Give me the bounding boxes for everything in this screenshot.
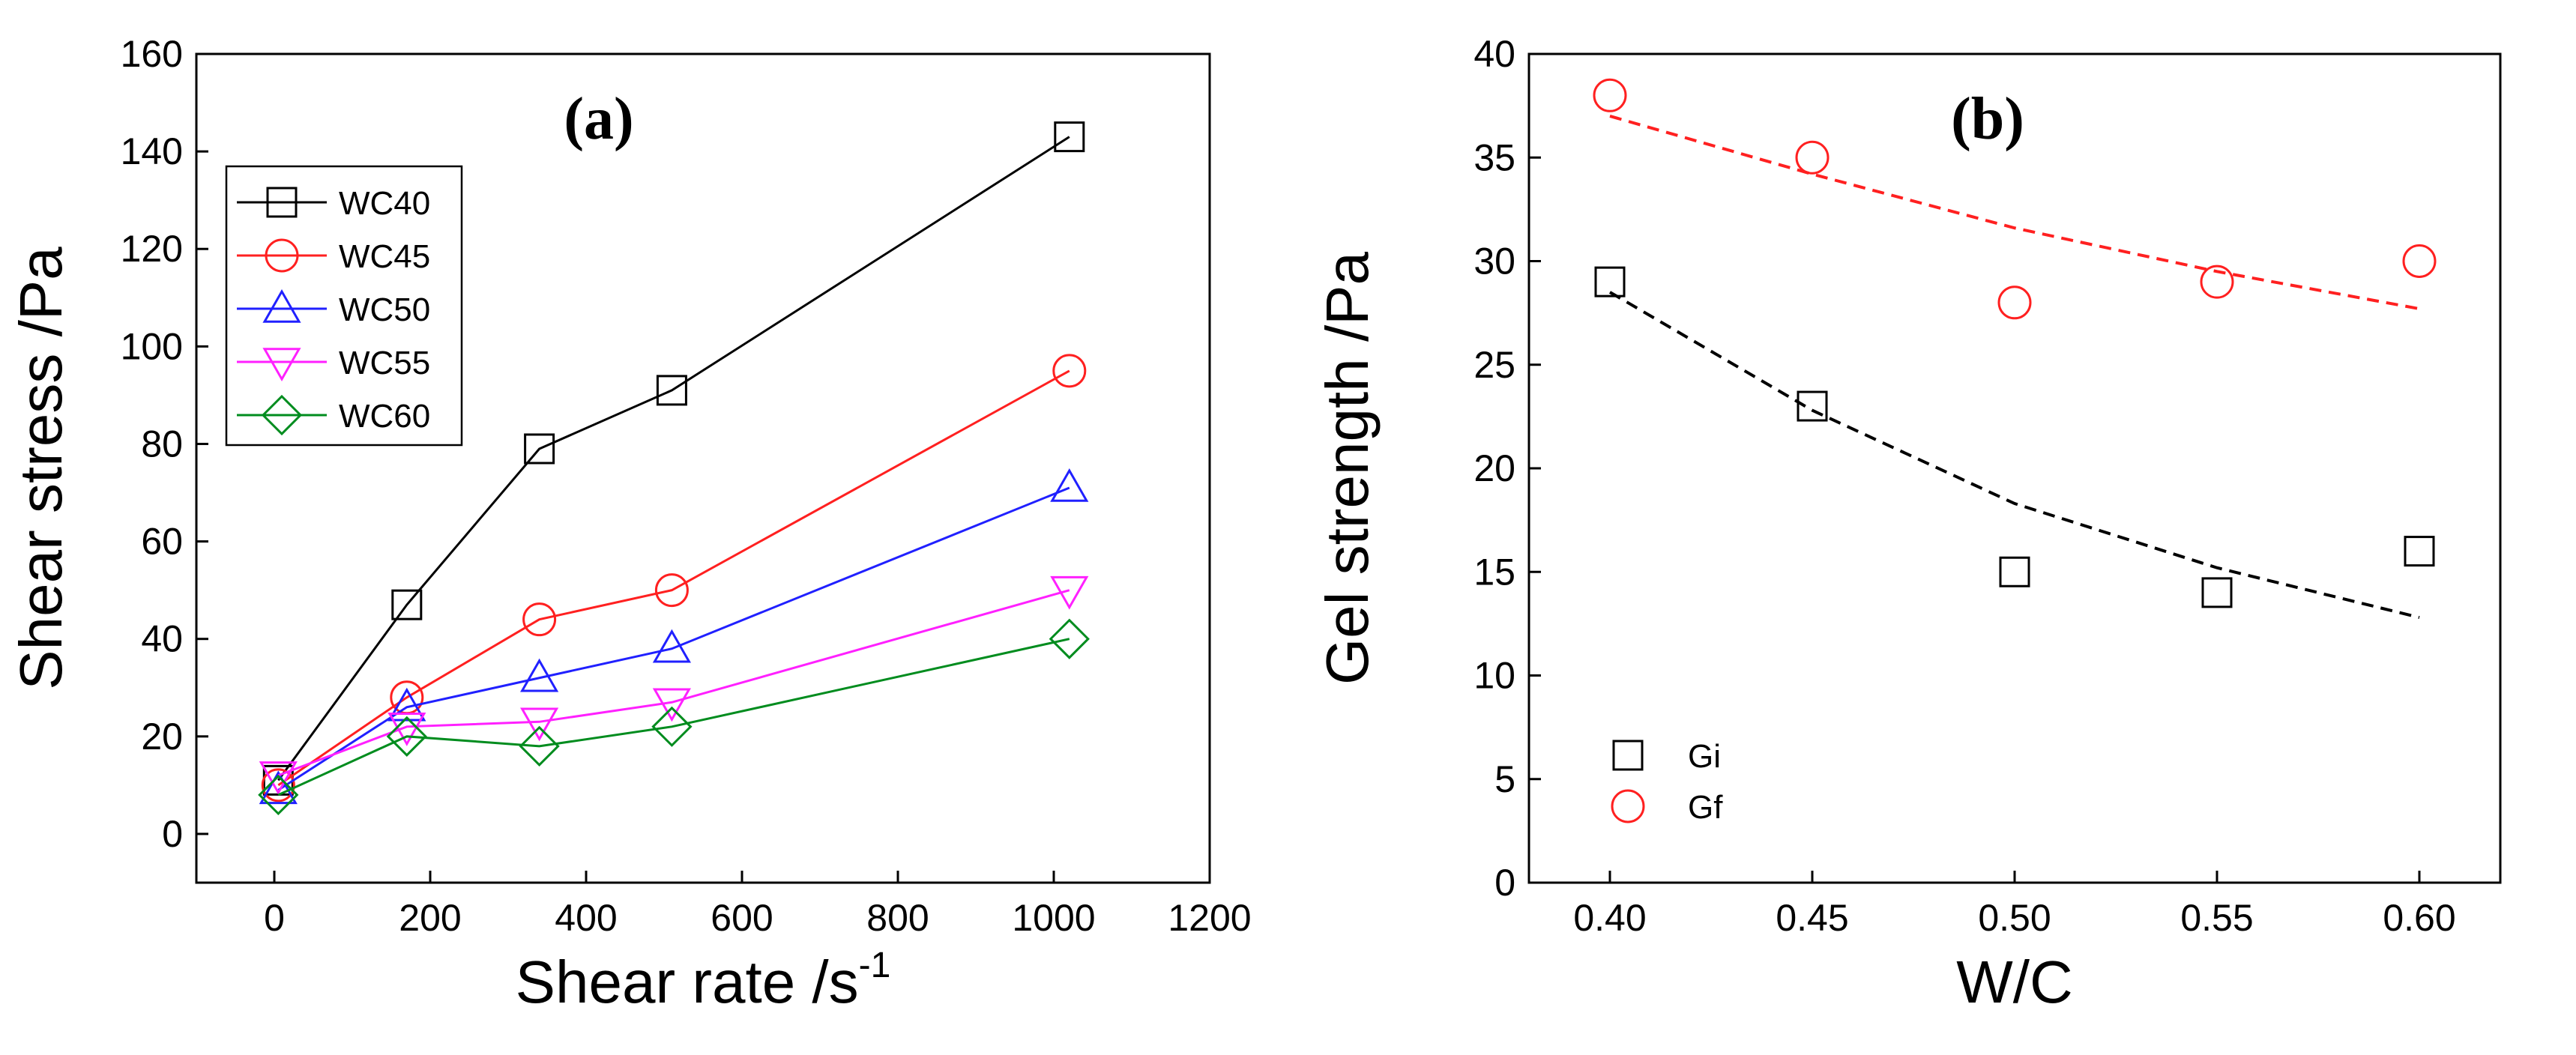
data-point-wc45 (522, 602, 557, 637)
x-tick-label: 1000 (1012, 897, 1095, 939)
y-tick-label: 0 (162, 813, 183, 855)
x-tick-label: 0 (264, 897, 285, 939)
chart-panel-a: 0 20 40 60 80 100 120 140 160 0 200 400 600 800 1000 12… (7, 33, 1252, 1015)
data-point-wc40 (656, 375, 687, 406)
legend-label-wc60: WC60 (339, 398, 430, 435)
data-point-gf (2402, 244, 2437, 278)
legend: WC40 WC45 WC50 WC55 WC60 (225, 165, 463, 447)
series-line-wc55 (277, 589, 1070, 777)
data-point-wc60 (386, 716, 427, 757)
data-point-gi (2404, 536, 2435, 567)
legend-marker-wc50 (262, 288, 301, 323)
legend-label-gf: Gf (1688, 789, 1723, 826)
data-point-wc60 (651, 706, 693, 747)
x-tick-label: 0.55 (2180, 897, 2253, 939)
y-tick-label: 100 (121, 325, 183, 367)
data-point-wc55 (387, 713, 426, 746)
data-point-wc50 (520, 658, 559, 692)
data-point-gi (2201, 577, 2233, 608)
data-point-wc40 (1054, 121, 1085, 153)
legend-marker-wc45 (265, 238, 299, 273)
legend-marker-wc60 (261, 394, 303, 436)
data-point-gi (1594, 266, 1626, 297)
data-point-wc60 (1049, 618, 1090, 659)
legend-label-wc55: WC55 (339, 345, 430, 381)
chart-panel-b: 0 5 10 15 20 25 30 35 40 0.40 0.45 0.50 0.55 0.60 W/C G… (1314, 33, 2502, 1015)
legend-box (225, 165, 463, 447)
y-tick-label: 40 (1473, 33, 1515, 75)
x-tick-label: 800 (866, 897, 929, 939)
data-point-gi (1999, 556, 2030, 587)
y-tick-label: 0 (1494, 862, 1515, 904)
panel-label: (b) (1951, 86, 2024, 152)
x-tick-label: 400 (555, 897, 617, 939)
legend-label-wc50: WC50 (339, 291, 430, 328)
data-point-wc55 (652, 688, 691, 722)
legend: Gi Gf (1611, 738, 1723, 826)
x-tick-label: 0.60 (2383, 897, 2455, 939)
y-tick-label: 60 (141, 521, 183, 563)
data-point-wc60 (258, 774, 299, 816)
x-tick-label: 0.45 (1776, 897, 1848, 939)
y-tick-label: 15 (1473, 551, 1515, 593)
data-point-gf (1593, 78, 1627, 112)
y-tick-label: 160 (121, 33, 183, 75)
y-tick-label: 40 (141, 618, 183, 660)
legend-marker-wc40 (266, 187, 298, 218)
data-point-wc50 (652, 629, 691, 663)
x-tick-label: 0.50 (1978, 897, 2051, 939)
data-point-wc60 (519, 725, 560, 767)
fit-line-gf (1609, 115, 2420, 311)
x-tick-label: 600 (711, 897, 773, 939)
series-line-wc40 (277, 136, 1070, 782)
data-point-wc45 (654, 573, 689, 608)
legend-marker-wc55 (262, 348, 301, 382)
x-tick-label: 1200 (1168, 897, 1251, 939)
legend-label-wc45: WC45 (339, 238, 430, 275)
y-tick-label: 20 (1473, 447, 1515, 489)
data-point-wc55 (1050, 575, 1089, 610)
data-point-wc55 (259, 761, 298, 795)
y-tick-label: 140 (121, 130, 183, 172)
x-axis-title: W/C (1956, 949, 2073, 1015)
data-point-wc50 (1050, 468, 1089, 502)
plot-frame (195, 52, 1211, 884)
series-line-wc50 (277, 486, 1070, 791)
data-point-gi (1797, 390, 1828, 422)
y-tick-label: 10 (1473, 655, 1515, 697)
fit-line-gi (1608, 291, 2420, 620)
legend-marker-gi (1612, 740, 1644, 771)
data-point-wc45 (1052, 354, 1087, 388)
data-point-gf (1795, 140, 1830, 175)
x-tick-label: 0.40 (1573, 897, 1646, 939)
y-axis-title: Shear stress /Pa (7, 247, 74, 690)
series-line-wc60 (277, 638, 1070, 796)
data-point-wc40 (391, 589, 423, 620)
data-point-wc55 (520, 707, 559, 742)
y-axis-title: Gel strength /Pa (1314, 251, 1381, 685)
data-point-wc50 (387, 687, 426, 722)
y-tick-label: 120 (121, 228, 183, 270)
data-point-wc40 (524, 433, 555, 465)
legend-label-gi: Gi (1688, 738, 1721, 775)
x-axis-title: Shear rate /s-1 (516, 946, 891, 1015)
legend-marker-gf (1611, 789, 1645, 823)
data-point-wc50 (259, 770, 298, 805)
y-tick-label: 5 (1494, 758, 1515, 800)
y-tick-label: 35 (1473, 136, 1515, 178)
panel-label: (a) (564, 86, 633, 152)
plot-frame (1527, 52, 2502, 884)
data-point-gf (1997, 285, 2032, 320)
data-point-wc45 (261, 768, 295, 802)
y-tick-label: 20 (141, 716, 183, 758)
y-tick-label: 80 (141, 423, 183, 465)
y-tick-label: 30 (1473, 241, 1515, 282)
data-point-gf (2200, 264, 2234, 299)
y-tick-label: 25 (1473, 344, 1515, 386)
legend-label-wc40: WC40 (339, 185, 430, 222)
x-tick-label: 200 (399, 897, 461, 939)
series-line-wc45 (277, 369, 1070, 787)
